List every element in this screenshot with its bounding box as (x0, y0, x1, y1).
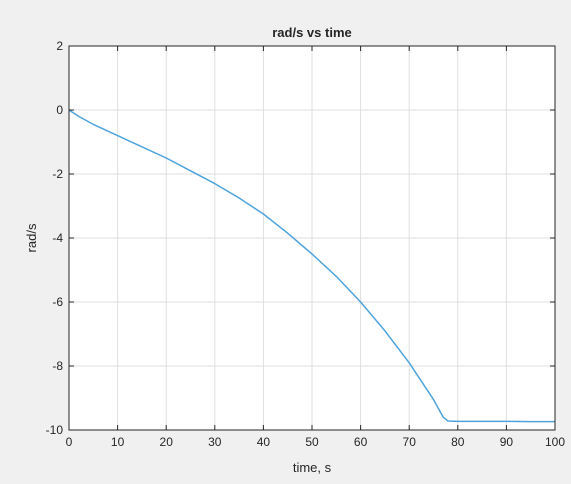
y-axis-label: rad/s (24, 223, 39, 252)
x-tick-label: 50 (305, 435, 319, 449)
grid-lines (69, 46, 555, 430)
x-tick-label: 40 (257, 435, 271, 449)
series-line-0 (68, 109, 555, 423)
x-tick-label: 90 (500, 435, 514, 449)
x-tick-label: 70 (403, 435, 417, 449)
y-tick-label: -2 (52, 167, 63, 181)
tick-labels: 0 10 20 30 40 50 60 70 80 90 100 -10 -8 -6 -4 -2 0 2 (46, 39, 566, 449)
x-tick-label: 20 (160, 435, 174, 449)
x-tick-label: 30 (208, 435, 222, 449)
y-tick-label: 0 (56, 103, 63, 117)
y-tick-label: -10 (46, 423, 64, 437)
series-layer (68, 109, 555, 423)
x-tick-label: 60 (354, 435, 368, 449)
x-tick-label: 100 (545, 435, 565, 449)
y-tick-label: -6 (52, 295, 63, 309)
x-axis-label: time, s (293, 460, 332, 475)
y-tick-label: 2 (56, 39, 63, 53)
tick-marks (68, 45, 556, 431)
x-tick-label: 10 (111, 435, 125, 449)
x-tick-label: 0 (66, 435, 73, 449)
y-tick-label: -4 (52, 231, 63, 245)
y-tick-label: -8 (52, 359, 63, 373)
chart-title: rad/s vs time (272, 25, 352, 40)
x-tick-label: 80 (451, 435, 465, 449)
